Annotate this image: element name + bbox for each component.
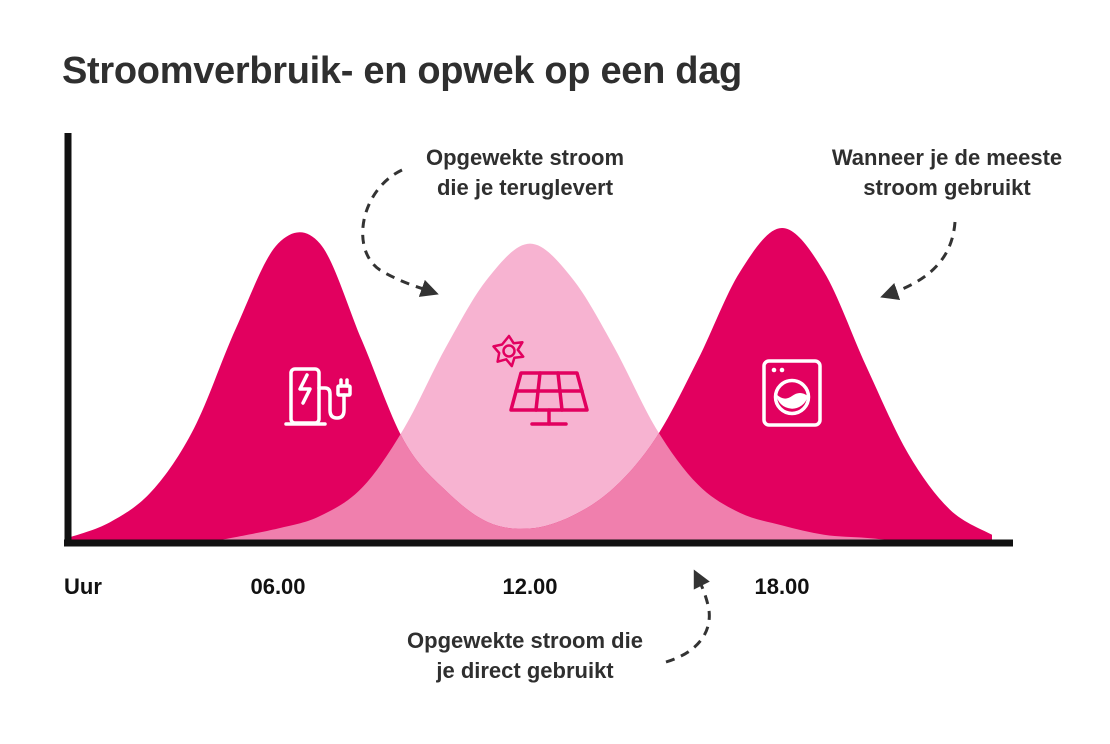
- annotation-line: stroom gebruikt: [863, 175, 1031, 200]
- page-title: Stroomverbruik- en opwek op een dag: [62, 50, 742, 92]
- solar-panel-icon: [509, 371, 589, 426]
- annotation-line: Opgewekte stroom: [425, 145, 625, 170]
- x-tick-label: 06.00: [250, 574, 305, 599]
- sun-icon: [492, 334, 525, 368]
- x-tick-label: 12.00: [502, 574, 557, 599]
- annotation-line: je direct gebruikt: [436, 658, 614, 683]
- annotation-returned-power: Opgewekte stroom die je teruglevert: [400, 143, 650, 203]
- arrow-direct-use: [665, 569, 711, 664]
- x-tick-label: 18.00: [754, 574, 809, 599]
- arrow-peak-usage: [880, 221, 957, 301]
- arrow-returned-power: [361, 168, 439, 297]
- annotation-line: die je teruglevert: [436, 175, 614, 200]
- x-axis-label: Uur: [64, 574, 102, 599]
- series-usage-area: [68, 228, 992, 541]
- washing-machine-icon: [762, 359, 822, 427]
- annotation-line: Wanneer je de meeste: [831, 145, 1063, 170]
- annotation-peak-usage: Wanneer je de meeste stroom gebruikt: [802, 143, 1092, 203]
- ev-charger-icon: [284, 367, 352, 426]
- annotation-line: Opgewekte stroom die: [407, 628, 643, 653]
- annotation-direct-use: Opgewekte stroom die je direct gebruikt: [360, 626, 690, 686]
